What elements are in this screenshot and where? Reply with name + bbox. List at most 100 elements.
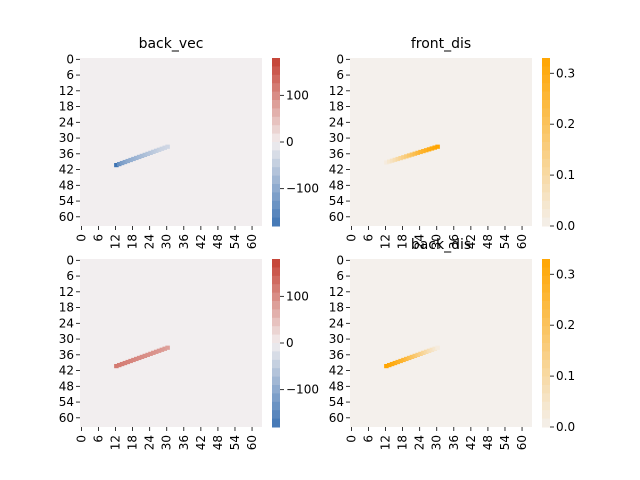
heatmap-background xyxy=(350,259,532,427)
x-tick-label: 60 xyxy=(515,234,529,249)
y-tick-label: 42 xyxy=(329,163,344,177)
y-tick-label: 12 xyxy=(329,285,344,299)
heatmap-cell xyxy=(386,362,392,368)
heatmap-cell xyxy=(386,159,392,164)
heatmap-cell xyxy=(432,346,438,351)
heatmap-cell xyxy=(426,348,432,353)
colorbar-segment xyxy=(542,275,550,285)
heatmap-cell xyxy=(116,161,122,167)
y-tick-label: 54 xyxy=(59,194,74,208)
colorbar-segment xyxy=(272,326,280,336)
heatmap-cell xyxy=(131,156,136,162)
heatmap-cell xyxy=(429,347,435,352)
heatmap-cell xyxy=(159,347,165,352)
heatmap-cell xyxy=(153,148,159,153)
y-tick-label: 30 xyxy=(59,332,74,346)
colorbar-segment xyxy=(272,158,280,168)
colorbar-segment xyxy=(542,116,550,126)
heatmap-cell xyxy=(423,349,429,354)
colorbar-segment xyxy=(272,200,280,210)
colorbar-segment xyxy=(272,184,280,193)
colorbar-segment xyxy=(272,376,280,386)
x-tick-label: 18 xyxy=(396,234,410,249)
heatmap-cell xyxy=(415,352,420,357)
x-tick-label: 18 xyxy=(396,435,410,450)
colorbar-tick-label: 0 xyxy=(286,336,294,350)
x-tick-label: 6 xyxy=(91,435,105,443)
x-tick-label: 30 xyxy=(430,234,444,249)
heatmap-cell xyxy=(406,355,412,361)
colorbar-segment xyxy=(272,368,280,378)
colorbar-tick-label: −100 xyxy=(286,182,319,196)
colorbar-segment xyxy=(542,167,550,177)
colorbar-segment xyxy=(542,66,550,76)
colorbar-segment xyxy=(272,284,280,294)
y-tick-label: 54 xyxy=(329,395,344,409)
colorbar-segment xyxy=(542,343,550,352)
heatmap-cell xyxy=(142,353,148,358)
y-tick-label: 12 xyxy=(59,84,74,98)
heatmap-background xyxy=(350,58,532,226)
colorbar-segment xyxy=(272,334,280,344)
colorbar-segment xyxy=(272,100,280,109)
heatmap-cell xyxy=(151,149,156,154)
x-tick-label: 48 xyxy=(211,435,225,450)
colorbar-segment xyxy=(272,66,280,76)
heatmap-cell xyxy=(432,145,438,150)
colorbar-segment xyxy=(272,343,280,352)
heatmap-cell xyxy=(409,354,415,360)
colorbar-segment xyxy=(272,125,280,135)
colorbar-segment xyxy=(272,209,280,219)
heatmap-cell xyxy=(421,149,426,154)
heatmap-cell xyxy=(421,350,426,355)
heatmap-cell xyxy=(159,146,165,151)
heatmap-cell xyxy=(156,348,162,353)
heatmap-cell xyxy=(134,356,139,362)
heatmap-cell xyxy=(435,345,440,350)
colorbar-segment xyxy=(542,401,550,411)
colorbar-segment xyxy=(272,142,280,151)
x-tick-label: 54 xyxy=(498,435,512,450)
colorbar-segment xyxy=(542,334,550,344)
colorbar-segment xyxy=(272,267,280,277)
y-tick-label: 48 xyxy=(329,178,344,192)
x-tick-label: 12 xyxy=(379,435,393,450)
y-tick-label: 42 xyxy=(59,163,74,177)
heatmap-cell xyxy=(162,346,168,351)
x-tick-label: 24 xyxy=(143,234,157,249)
heatmap-background xyxy=(80,58,262,226)
colorbar-segment xyxy=(542,209,550,219)
colorbar-segment xyxy=(272,116,280,126)
colorbar-segment xyxy=(272,175,280,185)
colorbar-segment xyxy=(272,393,280,403)
x-tick-label: 42 xyxy=(464,234,478,249)
x-tick-label: 12 xyxy=(109,234,123,249)
heatmap-cell xyxy=(125,158,131,164)
colorbar-segment xyxy=(272,410,280,420)
x-tick-label: 48 xyxy=(211,234,225,249)
x-tick-label: 24 xyxy=(413,435,427,450)
colorbar-tick-label: 0 xyxy=(286,135,294,149)
heatmap-cell xyxy=(165,144,170,149)
colorbar-segment xyxy=(272,418,280,428)
chart-title: front_dis xyxy=(411,36,471,52)
y-tick-label: 30 xyxy=(329,332,344,346)
heatmap-cell xyxy=(435,144,440,149)
colorbar-segment xyxy=(542,217,550,227)
x-tick-label: 12 xyxy=(109,435,123,450)
heatmap-cell xyxy=(119,361,125,367)
colorbar-segment xyxy=(272,275,280,285)
y-tick-label: 60 xyxy=(329,210,344,224)
colorbar-segment xyxy=(542,385,550,394)
colorbar-segment xyxy=(542,284,550,294)
colorbar-segment xyxy=(542,184,550,193)
colorbar-segment xyxy=(272,259,280,268)
chart-title: back_dis xyxy=(411,237,471,253)
colorbar-segment xyxy=(542,418,550,428)
y-tick-label: 48 xyxy=(59,178,74,192)
y-tick-label: 54 xyxy=(329,194,344,208)
colorbar-segment xyxy=(272,58,280,67)
